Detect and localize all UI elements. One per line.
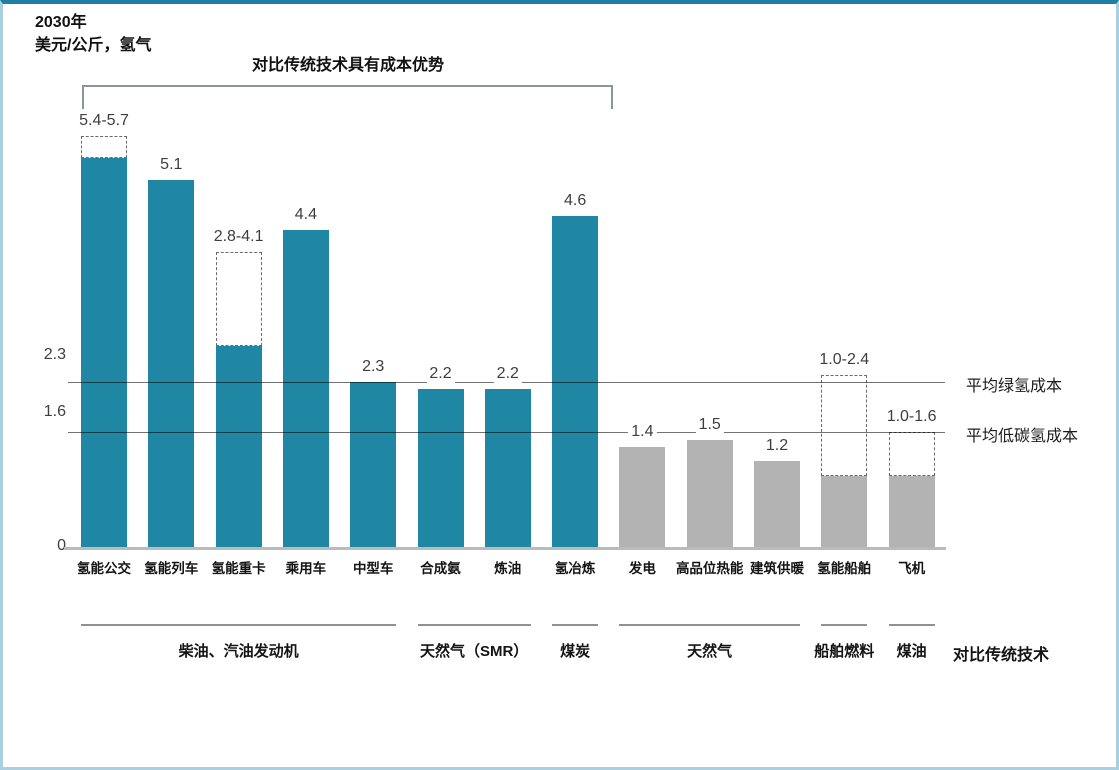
category-label-飞机: 飞机 — [898, 561, 926, 576]
chart-title-unit: 美元/公斤，氢气 — [35, 37, 152, 54]
category-label-发电: 发电 — [628, 561, 656, 576]
range-box-氢能重卡 — [215, 251, 262, 346]
cost-advantage-bracket — [82, 85, 613, 109]
bar-发电 — [619, 446, 666, 548]
bar-炼油 — [484, 389, 531, 548]
comparison-row-label: 对比传统技术 — [953, 647, 1050, 664]
group-line-天然气（SMR） — [417, 624, 531, 626]
bar-高品位热能 — [686, 439, 733, 548]
group-line-天然气 — [619, 624, 800, 626]
group-label-煤炭: 煤炭 — [560, 643, 591, 660]
category-label-合成氨: 合成氨 — [420, 561, 461, 576]
value-label-建筑供暖: 1.2 — [762, 436, 792, 457]
category-label-建筑供暖: 建筑供暖 — [750, 561, 804, 576]
bar-氢能公交 — [81, 158, 127, 548]
bar-氢能列车 — [148, 179, 195, 548]
category-label-氢能公交: 氢能公交 — [77, 561, 131, 576]
category-label-氢冶炼: 氢冶炼 — [554, 561, 596, 576]
value-label-氢能重卡: 2.8-4.1 — [210, 226, 267, 247]
group-line-船舶燃料 — [821, 624, 868, 626]
value-label-氢能公交: 5.4-5.7 — [76, 111, 132, 132]
category-label-中型车: 中型车 — [352, 561, 394, 576]
bar-中型车 — [350, 381, 397, 548]
lowcarbon-h2-cost-label: 平均低碳氢成本 — [966, 428, 1079, 446]
group-line-柴油、汽油发动机 — [81, 624, 397, 626]
bar-氢冶炼 — [552, 215, 599, 548]
green-h2-cost-label: 平均绿氢成本 — [966, 377, 1063, 395]
chart-title-year: 2030年 — [35, 14, 87, 31]
category-label-乘用车: 乘用车 — [285, 561, 327, 576]
bar-建筑供暖 — [754, 461, 800, 548]
y-tick-label: 2.3 — [43, 345, 66, 363]
value-label-合成氨: 2.2 — [426, 364, 455, 385]
category-label-氢能重卡: 氢能重卡 — [211, 561, 266, 576]
bracket-annotation: 对比传统技术具有成本优势 — [251, 57, 444, 74]
value-label-氢能船舶: 1.0-2.4 — [816, 349, 873, 370]
category-label-炼油: 炼油 — [494, 561, 522, 576]
bar-飞机 — [888, 475, 935, 548]
category-label-氢能列车: 氢能列车 — [144, 561, 199, 576]
group-label-煤油: 煤油 — [896, 643, 927, 660]
value-label-飞机: 1.0-1.6 — [883, 407, 940, 428]
range-box-飞机 — [888, 432, 935, 476]
bar-乘用车 — [282, 230, 329, 548]
value-label-乘用车: 4.4 — [291, 205, 321, 226]
group-label-柴油、汽油发动机: 柴油、汽油发动机 — [178, 643, 299, 660]
category-label-氢能船舶: 氢能船舶 — [817, 561, 872, 576]
value-label-氢冶炼: 4.6 — [560, 190, 590, 211]
category-label-高品位热能: 高品位热能 — [675, 561, 744, 576]
value-label-高品位热能: 1.5 — [695, 414, 724, 435]
lowcarbon-h2-cost-line — [68, 432, 945, 434]
value-label-炼油: 2.2 — [493, 364, 522, 385]
range-box-氢能船舶 — [821, 374, 868, 476]
group-label-船舶燃料: 船舶燃料 — [814, 643, 875, 660]
value-label-发电: 1.4 — [628, 421, 657, 442]
range-box-氢能公交 — [81, 136, 127, 159]
group-line-煤炭 — [552, 624, 599, 626]
group-label-天然气（SMR）: 天然气（SMR） — [419, 643, 529, 660]
y-tick-label: 0 — [57, 537, 66, 554]
bar-氢能船舶 — [821, 475, 868, 548]
bar-氢能重卡 — [215, 345, 262, 548]
y-tick-label: 1.6 — [43, 403, 66, 421]
value-label-氢能列车: 5.1 — [157, 154, 186, 175]
value-label-中型车: 2.3 — [359, 356, 388, 377]
group-line-煤油 — [888, 624, 935, 626]
group-label-天然气: 天然气 — [687, 643, 733, 660]
bar-合成氨 — [417, 389, 464, 548]
x-axis-baseline — [64, 547, 946, 550]
